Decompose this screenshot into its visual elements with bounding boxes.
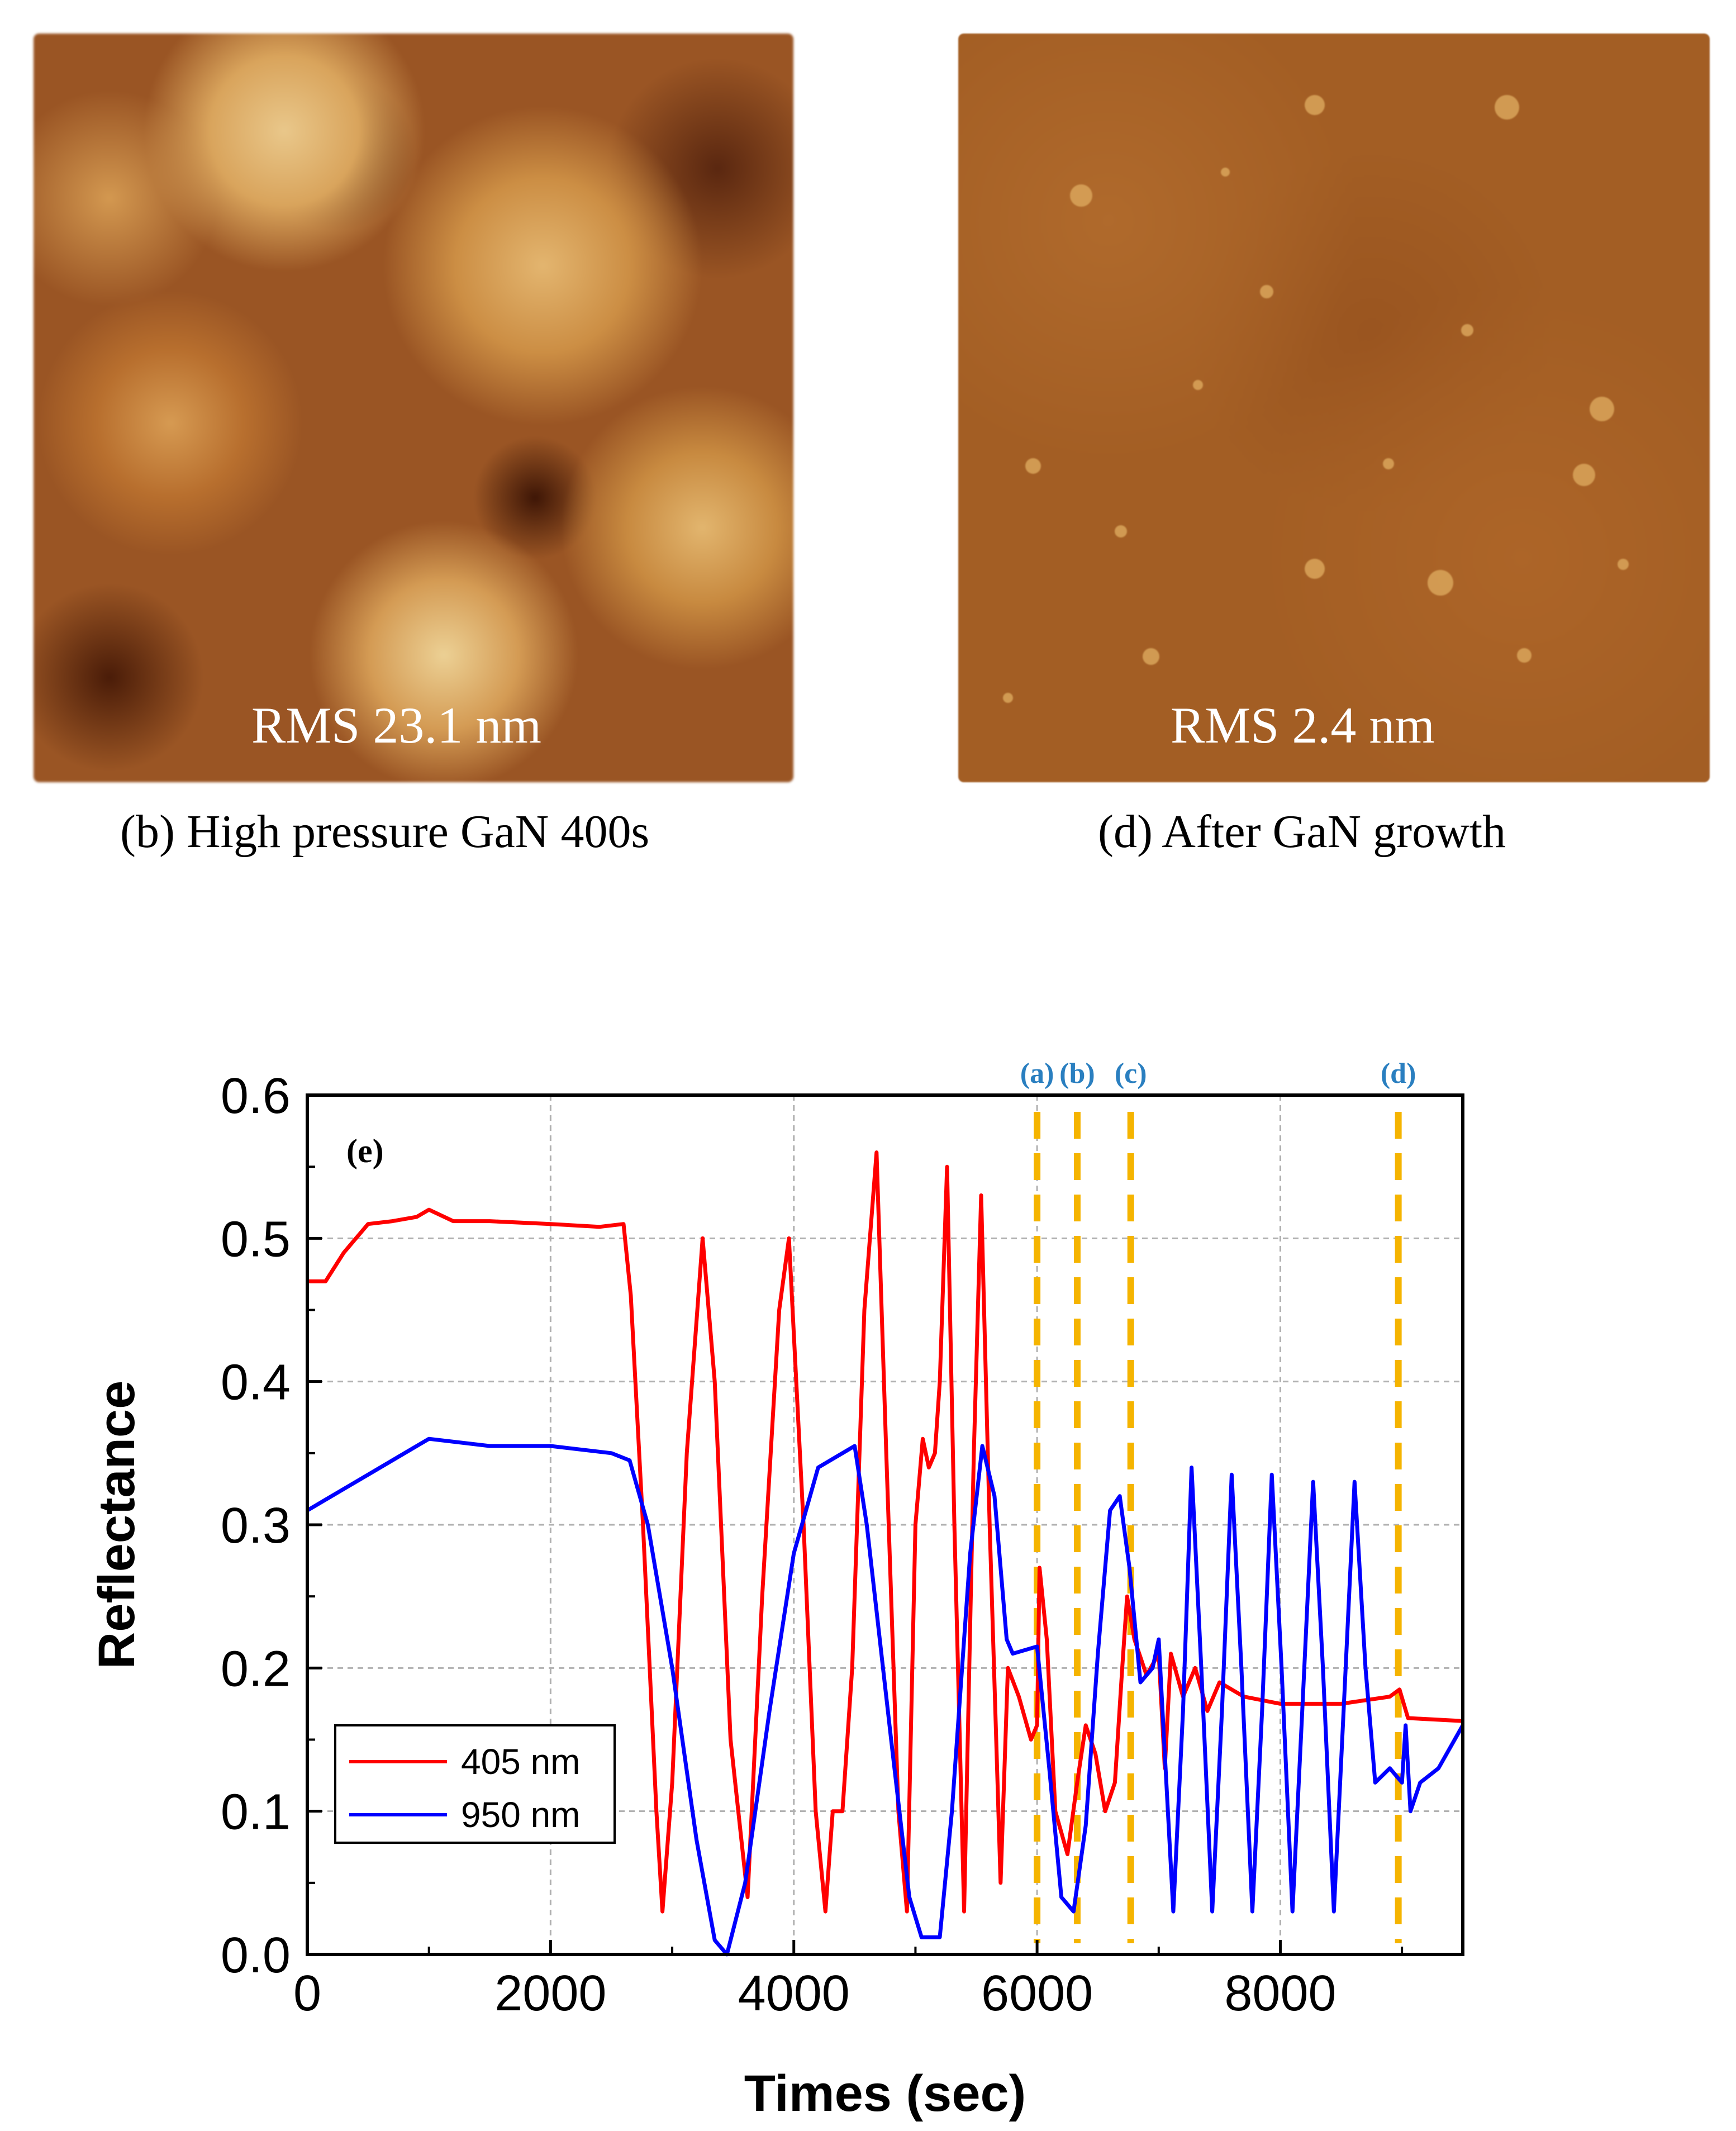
axis-ticks: 0 2000 4000 6000 8000 0.0 0.1 0.2 0.3 0.4 0.5 0.6 [221,1068,1404,2021]
y-tick-label: 0.5 [221,1211,291,1267]
caption-b: (b) High pressure GaN 400s [120,806,650,858]
y-tick-label: 0.4 [221,1355,291,1411]
x-tick-label: 0 [293,1966,321,2021]
x-axis-title: Times (sec) [744,2065,1026,2122]
afm-image-after-growth [958,34,1710,782]
y-tick-label: 0.0 [221,1928,291,1983]
reflectance-chart: (a) (b) (c) (d) 0 2000 4000 6000 80000.00.10.20… [88,1058,1465,2122]
afm-image-high-pressure [34,34,793,782]
rms-label-b: RMS 23.1 nm [251,697,541,754]
x-tick-label: 2000 [494,1966,606,2021]
legend-box [334,1724,616,1844]
rms-label-d: RMS 2.4 nm [1171,697,1435,754]
legend-label-405nm: 405 nm [461,1742,580,1782]
x-tick-label: 4000 [738,1966,850,2021]
event-marker-label: (a) [1020,1058,1054,1090]
legend-label-950nm: 950 nm [461,1795,580,1835]
event-marker-label: (b) [1059,1058,1095,1090]
y-axis-title: Reflectance [88,1381,145,1669]
y-tick-label: 0.6 [221,1068,291,1124]
panel-label: (e) [346,1133,384,1169]
y-tick-label: 0.1 [221,1785,291,1840]
legend: 405 nm 950 nm [334,1724,616,1844]
series-line-1 [306,1436,1465,1957]
event-markers: (a) (b) (c) (d) [1020,1058,1416,1943]
caption-d: (d) After GaN growth [1098,806,1506,858]
x-tick-label: 8000 [1224,1966,1336,2021]
event-marker-label: (c) [1115,1058,1147,1090]
y-tick-label: 0.2 [221,1641,291,1697]
series-lines [306,1150,1465,1957]
x-tick-label: 6000 [981,1966,1093,2021]
event-marker-label: (d) [1381,1058,1416,1090]
y-tick-label: 0.3 [221,1498,291,1554]
